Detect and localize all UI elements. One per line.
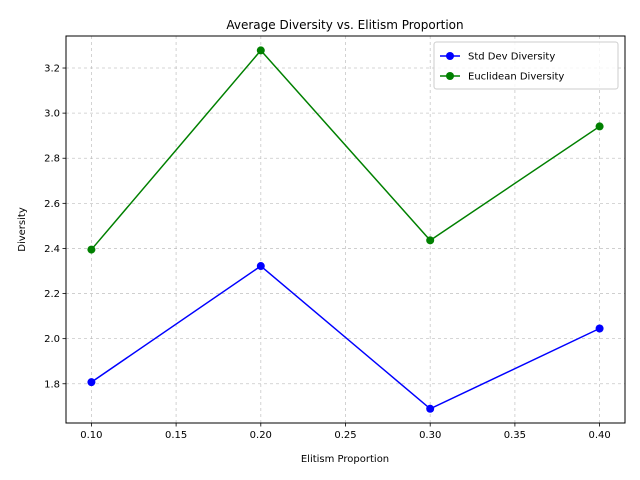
- y-axis-ticks: 1.8 2.0 2.2 2.4 2.6 2.8 3.0 3.2: [44, 64, 66, 390]
- legend-marker: [446, 52, 454, 60]
- x-axis-label: Elitism Proportion: [301, 454, 389, 465]
- x-tick-label: 0.20: [250, 430, 272, 441]
- x-axis-ticks: 0.10 0.15 0.20 0.25 0.30 0.35 0.40: [80, 423, 611, 441]
- y-tick-label: 2.6: [44, 199, 60, 210]
- series-std-dev-diversity: [87, 262, 604, 413]
- legend-marker: [446, 72, 454, 80]
- data-point-euclidean-diversity: [595, 122, 604, 131]
- y-tick-label: 3.0: [44, 109, 60, 120]
- data-point-std-dev-diversity: [595, 324, 604, 333]
- data-point-euclidean-diversity: [87, 245, 96, 254]
- legend-label: Euclidean Diversity: [468, 72, 564, 83]
- y-tick-label: 2.4: [44, 244, 60, 255]
- y-axis-label: Diversity: [17, 207, 28, 252]
- y-tick-label: 2.0: [44, 334, 60, 345]
- data-point-std-dev-diversity: [87, 378, 96, 387]
- x-tick-label: 0.10: [80, 430, 102, 441]
- data-point-std-dev-diversity: [426, 404, 435, 413]
- y-tick-label: 2.2: [44, 289, 60, 300]
- x-tick-label: 0.35: [504, 430, 526, 441]
- legend-box: [433, 41, 619, 90]
- series-line-euclidean-diversity: [90, 49, 601, 251]
- x-tick-label: 0.40: [588, 430, 610, 441]
- chart-title: Average Diversity vs. Elitism Proportion: [226, 18, 463, 32]
- legend-item-std-dev-diversity: Std Dev Diversity: [440, 52, 555, 63]
- legend: Std Dev Diversity Euclidean Diversity: [433, 41, 619, 90]
- legend-item-euclidean-diversity: Euclidean Diversity: [440, 72, 564, 83]
- legend-label: Std Dev Diversity: [468, 52, 555, 63]
- series-euclidean-diversity: [87, 46, 604, 254]
- data-point-euclidean-diversity: [426, 236, 435, 245]
- y-tick-label: 2.8: [44, 154, 60, 165]
- data-point-euclidean-diversity: [256, 46, 265, 55]
- x-tick-label: 0.30: [419, 430, 441, 441]
- x-tick-label: 0.25: [334, 430, 356, 441]
- data-point-std-dev-diversity: [256, 262, 265, 271]
- y-tick-label: 1.8: [44, 379, 60, 390]
- grid: [66, 36, 625, 423]
- series-layer: [87, 46, 604, 413]
- y-tick-label: 3.2: [44, 64, 60, 75]
- x-tick-label: 0.15: [165, 430, 187, 441]
- series-line-std-dev-diversity: [90, 265, 600, 410]
